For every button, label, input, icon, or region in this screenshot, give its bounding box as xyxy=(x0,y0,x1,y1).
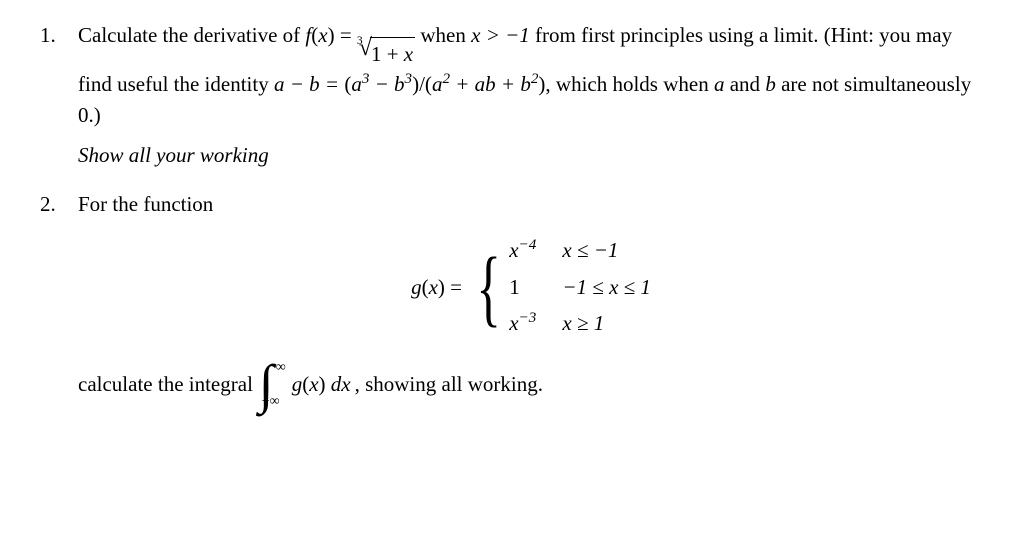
p1-and: and xyxy=(730,72,766,96)
p1-fx: f(x) xyxy=(305,23,339,47)
minus-b: − b xyxy=(369,72,404,96)
p1-instruction: Show all your working xyxy=(78,140,984,170)
case-cond: x ≤ −1 xyxy=(562,235,651,265)
identity-rhs: (a3 − b3)/(a2 + ab + b2), xyxy=(344,72,556,96)
p1-eq: = xyxy=(340,23,357,47)
p1-b: b xyxy=(765,72,776,96)
radicand: 1 + x xyxy=(370,37,415,69)
p1-text-d: which holds when xyxy=(556,72,714,96)
problem-2: 2. For the function g(x) = { x−4x ≤ −11−… xyxy=(40,189,984,409)
case-cond: x ≥ 1 xyxy=(562,308,651,338)
p1-cond: x > −1 xyxy=(471,23,530,47)
integral-bounds: ∞ −∞ xyxy=(268,361,286,409)
p2-line2b: , showing all working. xyxy=(355,369,543,399)
gx-label: g(x) = xyxy=(411,272,462,302)
integrand-g: g xyxy=(292,372,303,396)
integrand: g(x) dx xyxy=(292,369,351,399)
p1-text-a: Calculate the derivative of xyxy=(78,23,305,47)
problem-1: 1. Calculate the derivative of f(x) = 3 … xyxy=(40,20,984,171)
p2-integral-line: calculate the integral ∫ ∞ −∞ g(x) dx , … xyxy=(78,361,984,409)
case-expr: x−3 xyxy=(509,308,536,338)
sup-a2: 2 xyxy=(442,71,450,87)
cube-root: 3 √ 1 + x xyxy=(357,37,415,69)
piecewise-definition: g(x) = { x−4 x ≤ −1 1 −1 ≤ x ≤ 1 x−3 x ≥ 1 xyxy=(78,235,984,338)
identity-lhs: a − b = xyxy=(274,72,339,96)
p2-lead: For the function xyxy=(78,189,984,219)
integrand-x: x xyxy=(309,372,318,396)
integral-symbol: ∫ ∞ −∞ xyxy=(259,361,286,409)
radicand-x: x xyxy=(404,42,413,66)
p2-line2a: calculate the integral xyxy=(78,369,253,399)
p1-xvar: x xyxy=(318,23,327,47)
p1-a: a xyxy=(714,72,725,96)
ident-close: ), xyxy=(538,72,550,96)
cases-grid: x−4 x ≤ −1 1 −1 ≤ x ≤ 1 x−3 x ≥ 1 xyxy=(509,235,651,338)
plusab: + ab + b xyxy=(450,72,531,96)
case-expr: x−4 xyxy=(509,235,536,265)
problem-2-number: 2. xyxy=(40,189,78,219)
problem-2-body: For the function g(x) = { x−4 x ≤ −1 1 −1 ≤… xyxy=(78,189,984,409)
p1-text-b: when xyxy=(420,23,471,47)
problem-1-number: 1. xyxy=(40,20,78,50)
case-cond: −1 ≤ x ≤ 1 xyxy=(562,272,651,302)
left-brace-icon: { xyxy=(476,255,501,320)
sup-b3: 3 xyxy=(405,71,413,87)
upper-bound: ∞ xyxy=(276,361,286,375)
case-expr: 1 xyxy=(509,272,536,302)
problem-1-body: Calculate the derivative of f(x) = 3 √ 1… xyxy=(78,20,984,171)
lower-bound: −∞ xyxy=(262,395,280,409)
